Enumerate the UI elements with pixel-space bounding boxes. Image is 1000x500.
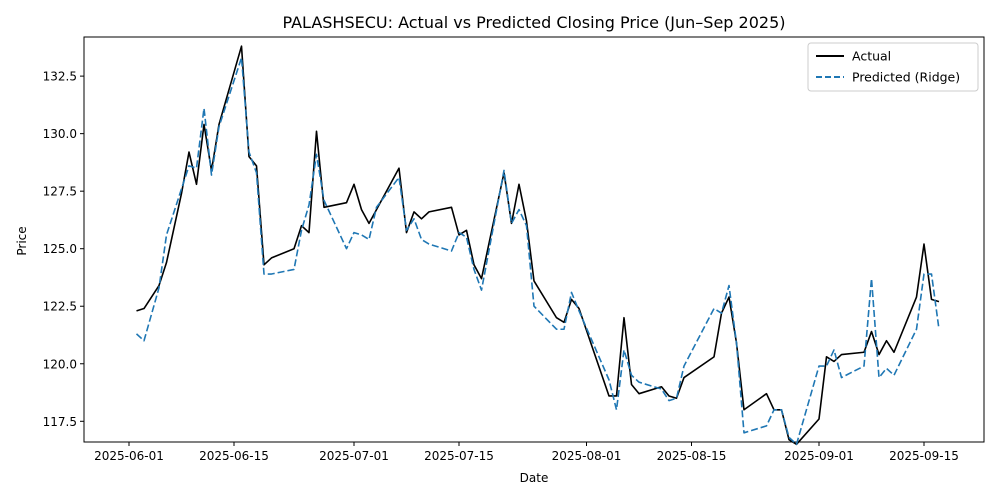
series-line-actual bbox=[136, 45, 940, 446]
x-tick-label: 2025-09-01 bbox=[784, 449, 854, 463]
series-layer bbox=[135, 45, 940, 446]
x-tick-label: 2025-06-15 bbox=[199, 449, 269, 463]
x-tick-label: 2025-08-15 bbox=[657, 449, 727, 463]
y-tick-label: 125.0 bbox=[43, 242, 77, 256]
legend-label-predicted: Predicted (Ridge) bbox=[852, 70, 960, 85]
y-tick-label: 117.5 bbox=[43, 415, 77, 429]
x-axis: 2025-06-01 2025-06-15 2025-07-01 2025-07-15… bbox=[94, 442, 959, 463]
x-tick-label: 2025-07-01 bbox=[319, 449, 389, 463]
y-axis-label: Price bbox=[15, 226, 29, 255]
x-tick-label: 2025-09-15 bbox=[889, 449, 959, 463]
plot-frame bbox=[83, 36, 985, 443]
x-axis-label: Date bbox=[520, 471, 549, 485]
y-tick-label: 127.5 bbox=[43, 185, 77, 199]
x-tick-label: 2025-06-01 bbox=[94, 449, 164, 463]
plot-area bbox=[83, 36, 985, 443]
y-tick-label: 132.5 bbox=[43, 70, 77, 84]
legend-label-actual: Actual bbox=[852, 49, 891, 64]
y-tick-label: 122.5 bbox=[43, 300, 77, 314]
y-tick-label: 120.0 bbox=[43, 357, 77, 371]
x-tick-label: 2025-07-15 bbox=[424, 449, 494, 463]
y-tick-label: 130.0 bbox=[43, 127, 77, 141]
y-axis: 117.5 120.0 122.5 125.0 127.5 130.0 132.5 bbox=[43, 70, 84, 429]
x-tick-label: 2025-08-01 bbox=[552, 449, 622, 463]
legend: Actual Predicted (Ridge) bbox=[807, 42, 979, 92]
chart-title: PALASHSECU: Actual vs Predicted Closing … bbox=[282, 13, 785, 32]
series-line-predicted bbox=[135, 56, 940, 446]
legend-frame bbox=[807, 42, 979, 92]
